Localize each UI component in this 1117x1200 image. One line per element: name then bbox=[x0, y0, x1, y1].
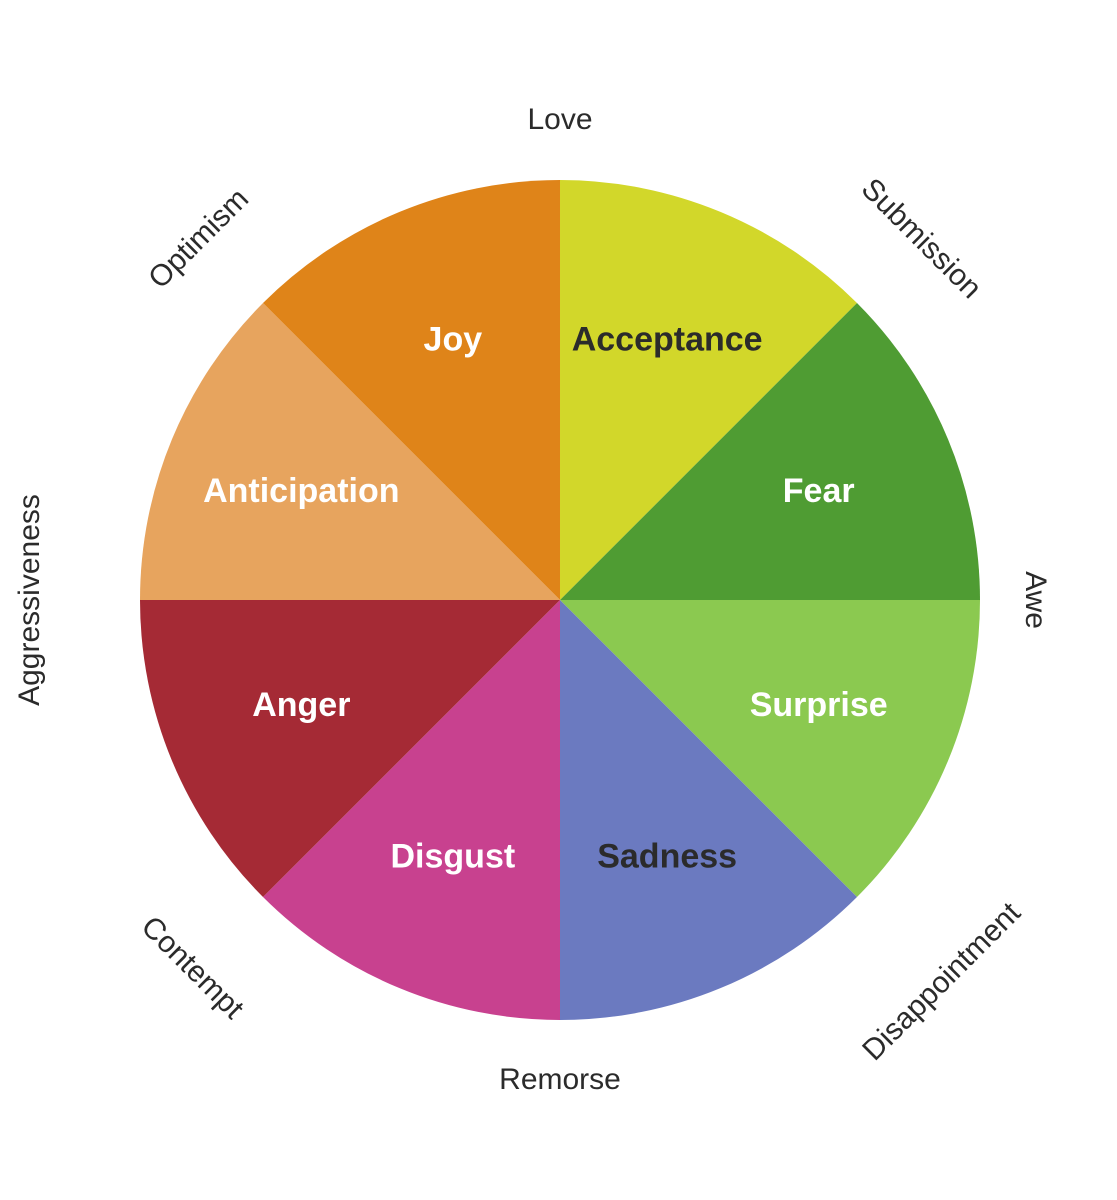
outer-label-love: Love bbox=[527, 103, 592, 137]
slice-label-anticipation: Anticipation bbox=[203, 472, 399, 510]
slice-label-sadness: Sadness bbox=[597, 838, 737, 876]
emotion-wheel-stage: Acceptance Fear Surprise Sadness Disgust Ange… bbox=[0, 0, 1117, 1200]
outer-label-remorse: Remorse bbox=[499, 1063, 621, 1097]
slice-label-disgust: Disgust bbox=[391, 838, 516, 876]
outer-label-aggressiveness: Aggressiveness bbox=[13, 494, 47, 706]
slice-label-acceptance: Acceptance bbox=[572, 320, 763, 358]
slice-label-surprise: Surprise bbox=[750, 686, 888, 724]
slice-label-anger: Anger bbox=[252, 686, 350, 724]
slice-label-fear: Fear bbox=[783, 472, 855, 510]
slice-label-joy: Joy bbox=[424, 320, 483, 358]
emotion-wheel-svg: Acceptance Fear Surprise Sadness Disgust Ange… bbox=[0, 0, 1117, 1200]
outer-label-awe: Awe bbox=[1018, 571, 1052, 629]
